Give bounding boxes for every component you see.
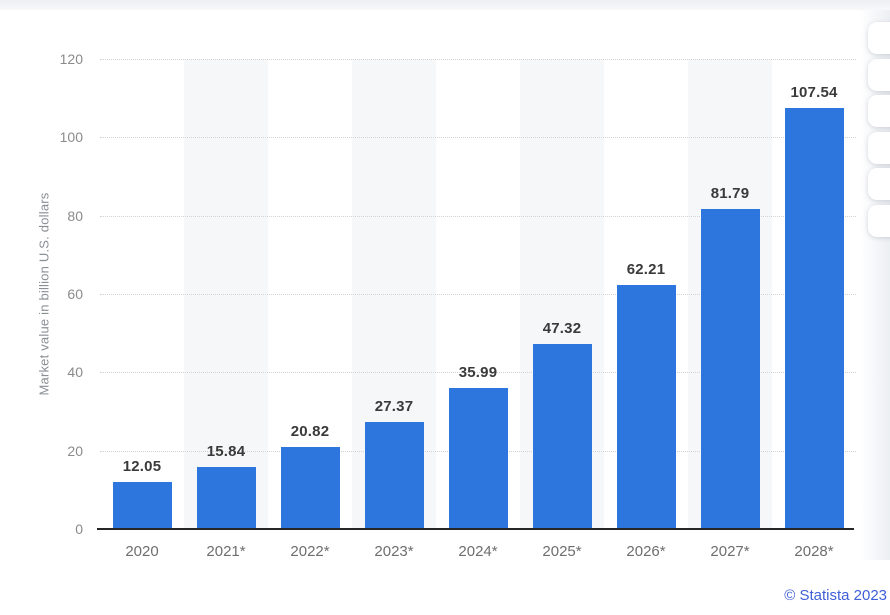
y-tick-label-0: 0: [75, 521, 83, 537]
bar-value-2025*: 47.32: [542, 319, 582, 337]
bar-2028*[interactable]: [784, 107, 844, 529]
x-label-2027*: 2027*: [710, 543, 750, 560]
x-label-2024*: 2024*: [458, 543, 498, 560]
x-label-2028*: 2028*: [794, 543, 834, 560]
bar-2022*[interactable]: [280, 447, 340, 529]
gridline-100: [100, 137, 856, 139]
side-toolbar-button-6[interactable]: [868, 204, 890, 237]
y-tick-label-120: 120: [59, 51, 83, 67]
x-label-2025*: 2025*: [542, 543, 582, 560]
x-label-2022*: 2022*: [290, 543, 330, 560]
side-toolbar: [868, 0, 890, 615]
bar-2024*[interactable]: [448, 388, 508, 529]
bar-value-2026*: 62.21: [626, 261, 666, 279]
x-label-2026*: 2026*: [626, 543, 666, 560]
top-strip: [0, 0, 890, 10]
bar-2027*[interactable]: [700, 208, 760, 529]
side-toolbar-button-2[interactable]: [868, 58, 890, 91]
y-tick-label-100: 100: [59, 129, 83, 146]
bar-value-2028*: 107.54: [790, 83, 838, 101]
side-toolbar-button-3[interactable]: [868, 95, 890, 127]
bar-2023*[interactable]: [364, 421, 424, 529]
plot-area: 0 20 40 60 80 100 120 12.05 15.84 20.82 27.37 35.9…: [60, 51, 856, 560]
bar-value-2024*: 35.99: [458, 364, 498, 382]
bar-value-2027*: 81.79: [710, 184, 750, 202]
side-toolbar-button-4[interactable]: [868, 131, 890, 164]
x-label-2021*: 2021*: [206, 543, 246, 560]
gridline-60: [100, 294, 856, 295]
bar-2021*[interactable]: [196, 466, 256, 529]
bar-value-2023*: 27.37: [374, 397, 414, 415]
x-label-2023*: 2023*: [374, 543, 414, 560]
bar-2020[interactable]: [112, 481, 172, 529]
y-tick-label-20: 20: [67, 442, 83, 459]
bar-2026*[interactable]: [616, 285, 676, 529]
y-tick-label-60: 60: [67, 286, 83, 302]
bar-value-2022*: 20.82: [290, 423, 330, 441]
side-toolbar-button-1[interactable]: [868, 22, 890, 54]
x-axis-line: [97, 528, 854, 530]
side-toolbar-button-5[interactable]: [868, 168, 890, 200]
y-tick-label-40: 40: [67, 364, 83, 381]
bar-value-2021*: 15.84: [206, 442, 246, 460]
x-label-2020: 2020: [125, 543, 159, 560]
gridline-40: [100, 372, 856, 374]
bar-value-2020: 12.05: [122, 457, 162, 475]
bar-2025*[interactable]: [532, 343, 592, 529]
copyright-link[interactable]: © Statista 2023: [784, 587, 887, 604]
gridline-80: [100, 215, 856, 217]
gridline-120: [100, 59, 856, 60]
y-tick-label-80: 80: [67, 207, 83, 224]
